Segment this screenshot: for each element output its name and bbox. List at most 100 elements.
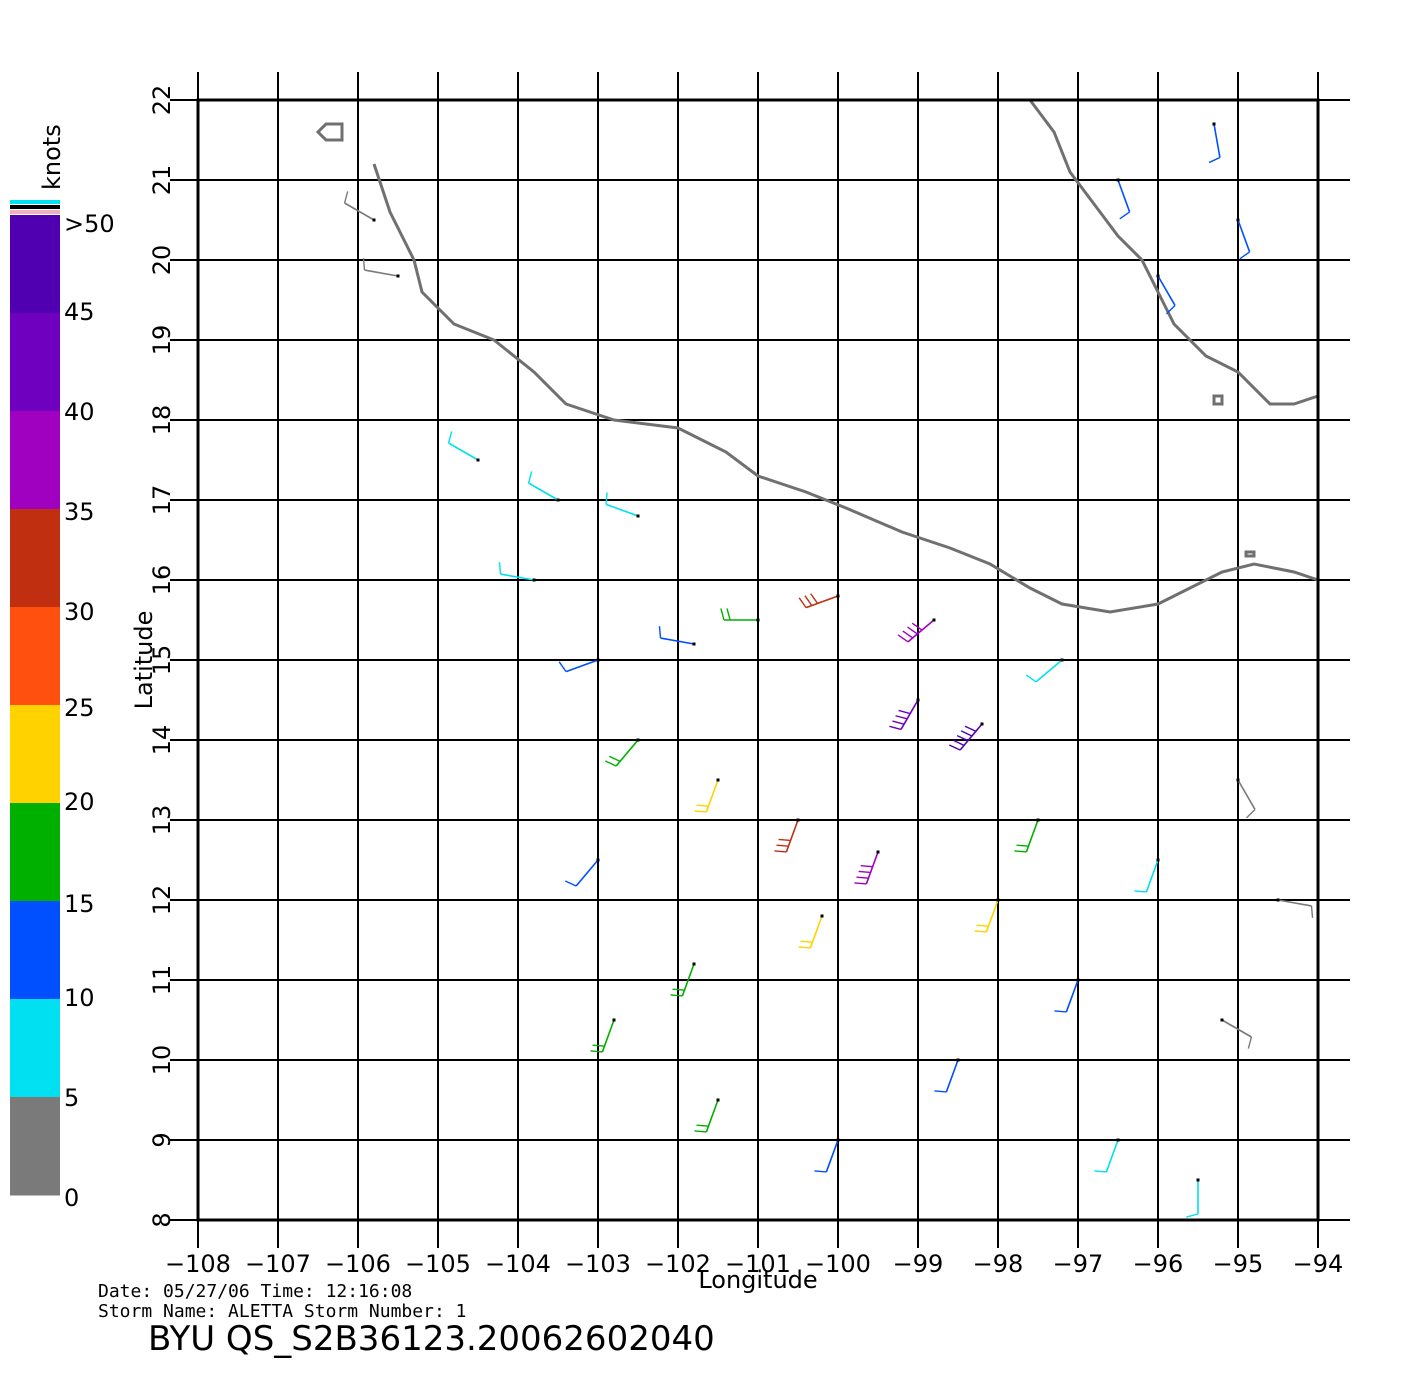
y-tick-label: 12	[148, 885, 176, 916]
footer-storm-info: Storm Name: ALETTA Storm Number: 1	[98, 1301, 466, 1322]
colorbar-segment	[10, 509, 60, 608]
wind-barb	[1208, 122, 1221, 164]
island-outline	[1212, 394, 1224, 406]
colorbar-segment	[10, 607, 60, 706]
x-tick-label: −107	[245, 1250, 311, 1278]
y-tick-label: 13	[148, 805, 176, 836]
colorbar-segment	[10, 411, 60, 510]
x-tick-labels: −108 −107 −106 −105 −104 −103 −102 −101 −100 −99 −…	[165, 1250, 1343, 1278]
wind-barb	[694, 778, 720, 813]
wind-barb	[1156, 274, 1176, 315]
wind-barb	[694, 1098, 720, 1133]
y-tick-label: 11	[148, 965, 176, 996]
y-tick-label: 16	[148, 565, 176, 596]
colorbar-label-30: 30	[64, 598, 95, 626]
x-tick-label: −97	[1053, 1250, 1104, 1278]
wind-barb	[590, 1018, 616, 1053]
wind-barb	[343, 191, 376, 222]
y-tick-label: 8	[148, 1212, 176, 1227]
wind-vectors	[343, 122, 1314, 1218]
y-tick-label: 18	[148, 405, 176, 436]
colorbar-label-0: 0	[64, 1184, 79, 1212]
wind-barb	[798, 914, 824, 949]
colorbar-label-40: 40	[64, 398, 95, 426]
x-tick-label: −105	[405, 1250, 471, 1278]
wind-barb	[362, 258, 400, 278]
colorbar-label-5: 5	[64, 1084, 79, 1112]
colorbar-segment	[10, 803, 60, 902]
y-tick-label: 15	[148, 645, 176, 676]
colorbar-label-20: 20	[64, 788, 95, 816]
wind-barb	[948, 722, 984, 751]
colorbar-unit-label: knots	[38, 124, 66, 190]
wind-barb	[798, 593, 840, 609]
wind-barb	[854, 850, 880, 885]
x-tick-label: −103	[565, 1250, 631, 1278]
colorbar-segment	[10, 1097, 60, 1196]
wind-barb	[1094, 1138, 1120, 1173]
y-tick-label: 21	[148, 165, 176, 196]
wind-barb	[1054, 978, 1080, 1013]
wind-barb	[1186, 1178, 1200, 1218]
wind-barb	[604, 738, 640, 767]
wind-barb	[670, 962, 696, 997]
x-axis-label: Longitude	[698, 1266, 817, 1294]
x-tick-label: −100	[805, 1250, 871, 1278]
wind-barb	[720, 608, 760, 622]
wind-barb	[934, 1058, 960, 1093]
colorbar-label-45: 45	[64, 298, 95, 326]
colorbar-segment	[10, 901, 60, 1000]
wind-barb	[658, 626, 696, 646]
colorbar-label-15: 15	[64, 890, 95, 918]
wind-barb	[1014, 818, 1040, 853]
x-tick-label: −104	[485, 1250, 551, 1278]
x-tick-label: −94	[1293, 1250, 1344, 1278]
y-axis-label: Latitude	[130, 611, 158, 710]
island-outline	[1244, 550, 1256, 558]
wind-barb	[527, 471, 560, 502]
wind-barb	[605, 492, 640, 518]
x-tick-label: −98	[973, 1250, 1024, 1278]
wind-barb	[1220, 1018, 1253, 1049]
y-tick-label: 22	[148, 85, 176, 116]
colorbar-label-50: >50	[64, 210, 115, 238]
wind-barb	[974, 898, 1000, 933]
plot-area: −108 −107 −106 −105 −104 −103 −102 −101 −100 −99 −…	[148, 72, 1350, 1278]
y-tick-label: 19	[148, 325, 176, 356]
colorbar-segment	[10, 705, 60, 804]
coastline	[315, 99, 1319, 614]
wind-barb	[1134, 858, 1160, 893]
colorbar-label-35: 35	[64, 498, 95, 526]
y-tick-label: 20	[148, 245, 176, 276]
y-tick-label: 17	[148, 485, 176, 516]
colorbar-label-25: 25	[64, 694, 95, 722]
x-tick-label: −101	[725, 1250, 791, 1278]
footer-title: BYU QS_S2B36123.20062602040	[148, 1319, 715, 1359]
x-tick-label: −102	[645, 1250, 711, 1278]
x-tick-label: −95	[1213, 1250, 1264, 1278]
wind-barb	[814, 1138, 840, 1173]
colorbar-segment	[10, 215, 60, 314]
y-tick-labels: 8 9 10 11 12 13 14 15 16 17 18 19 20 21 22	[148, 85, 176, 1228]
wind-barb	[498, 562, 536, 582]
island-outline	[315, 122, 344, 142]
colorbar-label-10: 10	[64, 984, 95, 1012]
wind-barb	[558, 658, 600, 673]
footer-date-time: Date: 05/27/06 Time: 12:16:08	[98, 1281, 412, 1302]
wind-barb	[1276, 898, 1314, 918]
x-tick-label: −99	[893, 1250, 944, 1278]
colorbar-cap-cyan	[10, 200, 60, 204]
wind-barb	[1116, 178, 1131, 220]
colorbar-cap-black	[10, 205, 60, 209]
wind-barb	[1236, 778, 1256, 819]
colorbar-segment	[10, 313, 60, 412]
colorbar-segment	[10, 999, 60, 1098]
colorbar: knots >50 45 40 35 30 25 20 15 10 5 0	[10, 124, 115, 1212]
y-tick-label: 10	[148, 1045, 176, 1076]
coastline-gulf	[1028, 99, 1319, 406]
wind-barb	[897, 618, 936, 643]
wind-barb	[564, 858, 600, 887]
x-tick-label: −96	[1133, 1250, 1184, 1278]
wind-barb	[889, 698, 920, 731]
